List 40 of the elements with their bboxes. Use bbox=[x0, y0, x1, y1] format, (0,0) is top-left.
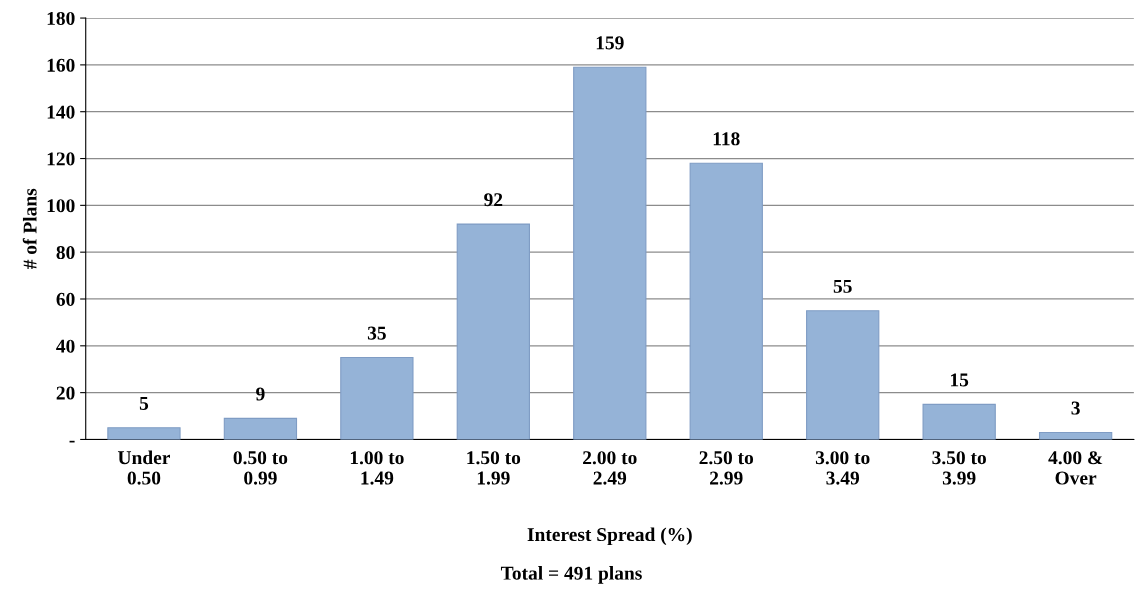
bar bbox=[456, 223, 530, 440]
bar bbox=[689, 162, 763, 440]
x-tick-label: 3.50 to 3.99 bbox=[932, 451, 986, 485]
bar bbox=[806, 310, 880, 440]
y-tick-label: 100 bbox=[47, 199, 75, 213]
x-tick-label: 3.00 to 3.49 bbox=[815, 451, 870, 485]
text: Total = 491 plans bbox=[500, 566, 642, 584]
x-tick-label: 1.00 to 1.49 bbox=[350, 451, 404, 485]
data-label: 55 bbox=[833, 279, 852, 293]
data-label: 92 bbox=[484, 193, 503, 207]
y-tick-label: 160 bbox=[47, 58, 75, 72]
y-tick-label: 40 bbox=[56, 339, 75, 353]
x-tick-label: 0.50 to 0.99 bbox=[233, 451, 288, 485]
y-tick-label: 20 bbox=[56, 386, 75, 400]
data-label: 15 bbox=[951, 373, 969, 387]
y-tick-label: 180 bbox=[47, 11, 75, 25]
x-tick-label: 4.00 & Over bbox=[1048, 451, 1103, 485]
x-tick-label: 2.50 to 2.99 bbox=[699, 451, 754, 485]
data-label: 35 bbox=[367, 326, 386, 340]
bar bbox=[340, 356, 414, 440]
x-tick-label: 2.00 to 2.49 bbox=[583, 451, 637, 485]
data-label: 9 bbox=[256, 387, 265, 401]
x-tick-label: Under 0.50 bbox=[117, 450, 170, 485]
bar bbox=[1038, 431, 1113, 440]
bar bbox=[922, 403, 996, 440]
data-label: 118 bbox=[713, 132, 740, 146]
bar bbox=[107, 427, 181, 440]
x-tick-label: 1.50 to 1.99 bbox=[467, 451, 521, 485]
bar bbox=[223, 417, 298, 440]
y-tick-label: 80 bbox=[56, 245, 75, 260]
y-tick-label: - bbox=[69, 440, 75, 443]
y-axis-title: # of Plans bbox=[22, 188, 37, 270]
data-label: 3 bbox=[1071, 401, 1080, 415]
data-label: 5 bbox=[139, 396, 149, 410]
y-tick-label: 140 bbox=[47, 105, 75, 119]
bar bbox=[573, 66, 647, 440]
x-axis-title: Interest Spread (%) bbox=[527, 527, 692, 546]
data-label: 159 bbox=[596, 36, 624, 50]
y-tick-label: 60 bbox=[56, 292, 75, 306]
y-tick-label: 120 bbox=[47, 152, 75, 166]
